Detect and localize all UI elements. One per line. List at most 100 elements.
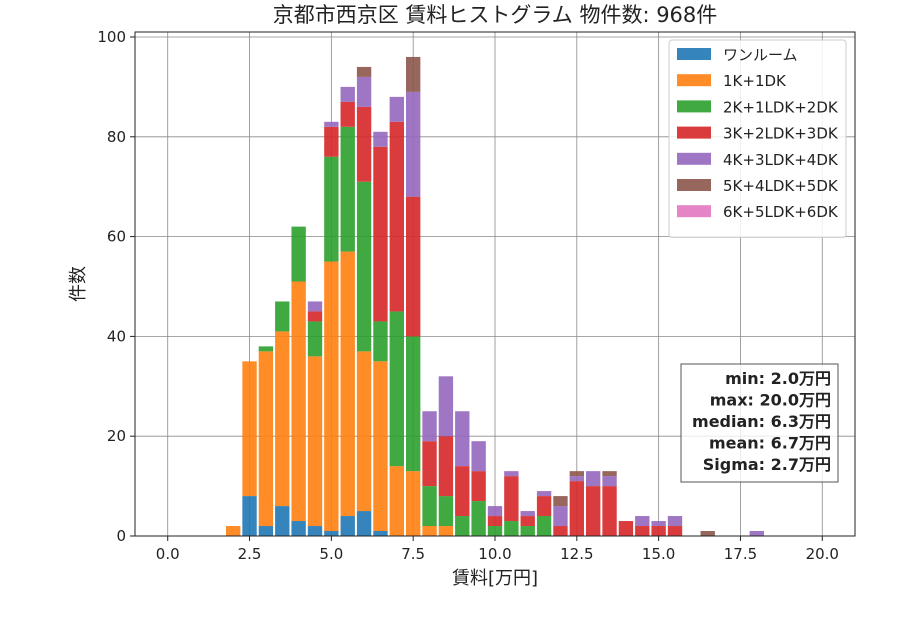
x-tick-label: 10.0 — [478, 545, 511, 563]
bar-segment — [487, 516, 503, 527]
legend-label: 6K+5LDK+6DK — [723, 203, 839, 221]
bar-segment — [291, 521, 306, 536]
bar-segment — [275, 506, 290, 536]
bar-segment — [226, 526, 241, 536]
legend-label: 4K+3LDK+4DK — [723, 151, 839, 169]
y-tick-label: 0 — [116, 527, 126, 545]
bar-segment — [536, 516, 552, 536]
y-tick-label: 20 — [107, 427, 126, 445]
legend-swatch — [677, 100, 711, 113]
bar-segment — [504, 476, 519, 522]
bar-segment — [569, 471, 584, 477]
bar-segment — [275, 301, 290, 332]
stats-line: median: 6.3万円 — [692, 412, 831, 431]
stats-line: mean: 6.7万円 — [709, 434, 831, 453]
bar-segment — [422, 486, 437, 527]
stats-box: min: 2.0万円 max: 20.0万円 median: 6.3万円 mean: … — [680, 363, 839, 483]
bar-segment — [422, 441, 437, 487]
bar-segment — [618, 521, 634, 536]
bar-segment — [373, 146, 388, 322]
bar-segment — [635, 516, 650, 527]
bar-segment — [471, 471, 486, 502]
legend-swatch — [677, 74, 711, 87]
bar-segment — [324, 121, 339, 127]
y-axis-label: 件数 — [68, 266, 89, 302]
x-tick-label: 2.5 — [238, 545, 262, 563]
bar-segment — [389, 311, 404, 467]
bar-segment — [553, 496, 568, 507]
bar-segment — [438, 436, 454, 497]
bars-layer — [226, 56, 764, 536]
bar-segment — [356, 351, 372, 512]
y-tick-label: 80 — [107, 128, 126, 146]
bar-segment — [749, 531, 764, 536]
bar-segment — [422, 526, 437, 536]
x-tick-label: 15.0 — [642, 545, 675, 563]
legend-swatch — [677, 152, 711, 165]
bar-segment — [356, 106, 372, 182]
legend-label: 5K+4LDK+5DK — [723, 177, 839, 195]
x-tick-label: 20.0 — [806, 545, 839, 563]
bar-segment — [356, 76, 372, 107]
bar-segment — [504, 471, 519, 477]
bar-segment — [258, 346, 274, 352]
bar-segment — [504, 521, 519, 536]
stats-box-frame — [680, 363, 839, 483]
bar-segment — [651, 526, 666, 536]
legend-swatch — [677, 48, 711, 60]
bar-segment — [651, 521, 666, 527]
bar-segment — [373, 321, 388, 362]
bar-segment — [406, 91, 421, 197]
legend-label: 1K+1DK — [723, 72, 787, 90]
bar-segment — [536, 496, 552, 517]
y-tick-label: 60 — [107, 228, 126, 246]
bar-segment — [471, 441, 486, 472]
bar-segment — [520, 511, 535, 517]
bar-segment — [487, 506, 503, 517]
bar-segment — [389, 121, 404, 312]
bar-segment — [389, 466, 404, 536]
bar-segment — [536, 491, 552, 497]
ticks-layer: 0.0 2.5 5.0 7.5 10.0 12.5 15.0 17.5 20.0 0 20 40 60 8… — [97, 28, 839, 563]
bar-segment — [258, 351, 274, 527]
stats-line: max: 20.0万円 — [710, 391, 831, 410]
legend-swatch — [677, 126, 711, 139]
x-tick-label: 17.5 — [724, 545, 757, 563]
bar-segment — [569, 476, 584, 482]
bar-segment — [356, 181, 372, 352]
bar-segment — [307, 526, 323, 536]
bar-segment — [291, 226, 306, 282]
bar-segment — [324, 261, 339, 532]
bar-segment — [635, 526, 650, 536]
bar-segment — [438, 526, 454, 536]
bar-segment — [340, 126, 355, 252]
bar-segment — [291, 281, 306, 522]
bar-segment — [520, 516, 535, 527]
bar-segment — [373, 131, 388, 147]
bar-segment — [586, 486, 601, 536]
bar-segment — [553, 506, 568, 527]
bar-segment — [242, 361, 257, 497]
bar-segment — [356, 511, 372, 536]
bar-segment — [307, 301, 323, 312]
x-axis-label: 賃料[万円] — [452, 568, 538, 589]
bar-segment — [258, 526, 274, 536]
bar-segment — [324, 126, 339, 157]
bar-segment — [422, 411, 437, 442]
y-tick-label: 100 — [97, 28, 126, 46]
x-tick-label: 12.5 — [560, 545, 593, 563]
bar-segment — [406, 336, 421, 472]
stats-line: min: 2.0万円 — [725, 369, 831, 388]
bar-segment — [667, 516, 683, 527]
bar-segment — [406, 196, 421, 337]
bar-segment — [340, 251, 355, 517]
bar-segment — [389, 96, 404, 122]
chart-title: 京都市西京区 賃料ヒストグラム 物件数: 968件 — [273, 3, 718, 27]
legend-label: 2K+1LDK+2DK — [723, 98, 839, 116]
bar-segment — [487, 526, 503, 536]
legend-label: 3K+2LDK+3DK — [723, 125, 839, 143]
bar-segment — [324, 156, 339, 262]
x-tick-label: 7.5 — [401, 545, 425, 563]
legend-swatch — [677, 205, 711, 218]
